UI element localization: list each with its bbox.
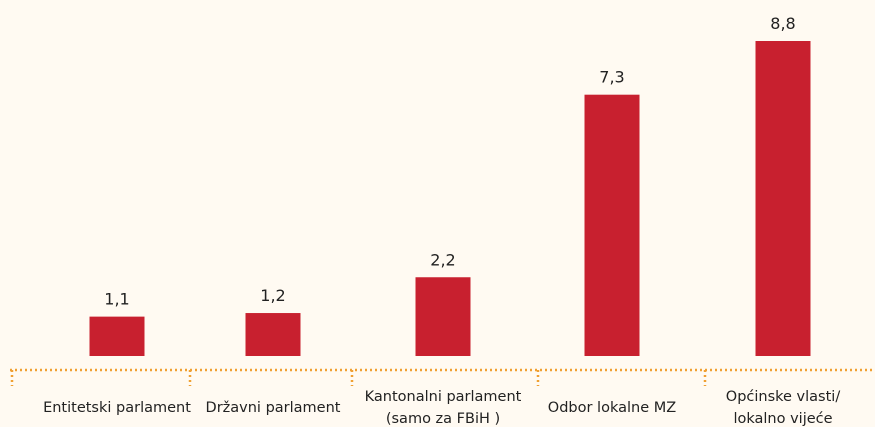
- x-tick-label: Državni parlament: [205, 400, 341, 416]
- value-label: 7,3: [599, 68, 624, 87]
- bar: [245, 313, 301, 356]
- value-label: 2,2: [430, 250, 455, 269]
- value-label: 8,8: [770, 14, 795, 33]
- x-tick-label: Kantonalni parlament (samo za FBiH ): [364, 389, 522, 427]
- value-label: 1,2: [260, 286, 285, 305]
- bar: [415, 277, 471, 356]
- axis-decoration: [10, 368, 875, 386]
- bar: [584, 94, 640, 357]
- x-tick-label: Entitetski parlament: [43, 400, 191, 416]
- bar: [755, 41, 811, 356]
- value-label: 1,1: [104, 290, 129, 309]
- x-tick-label: Odbor lokalne MZ: [547, 400, 677, 416]
- bar: [89, 316, 145, 356]
- x-tick-label: Općinske vlasti/ lokalno vijeće: [725, 389, 841, 427]
